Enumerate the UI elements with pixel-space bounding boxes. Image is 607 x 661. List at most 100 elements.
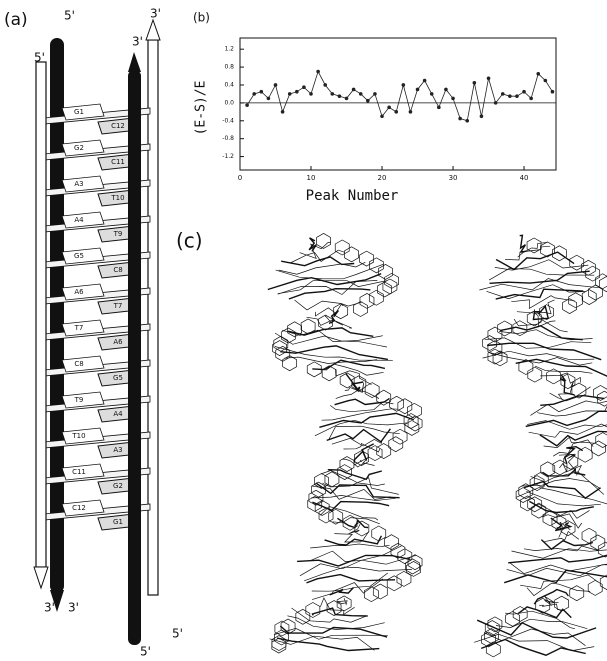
data-point <box>316 69 320 74</box>
bond <box>556 521 571 538</box>
bond <box>332 517 380 525</box>
bond <box>528 503 590 519</box>
bond <box>508 554 607 564</box>
ring <box>529 475 545 492</box>
base-left <box>61 391 105 409</box>
base-label: A6 <box>113 338 123 346</box>
bond <box>311 578 384 600</box>
ring <box>585 265 601 282</box>
ring <box>599 574 607 591</box>
bond <box>476 619 597 639</box>
base-left <box>61 319 105 337</box>
bond <box>325 363 384 376</box>
bond <box>494 259 589 271</box>
bond <box>320 470 385 486</box>
bond <box>290 249 346 264</box>
ring <box>326 600 342 616</box>
ring <box>597 541 607 558</box>
ring <box>388 436 404 453</box>
ring <box>581 289 597 305</box>
bond <box>315 303 344 317</box>
bond <box>525 410 607 428</box>
bond <box>529 500 594 514</box>
bond <box>312 485 391 500</box>
base-label: G1 <box>74 108 84 116</box>
data-point <box>323 83 328 87</box>
ring <box>406 561 421 577</box>
ring <box>359 250 374 267</box>
ring <box>351 375 367 392</box>
ring <box>569 585 585 602</box>
data-point <box>358 92 363 96</box>
ring <box>403 413 419 429</box>
strand-end-label: 5' <box>140 645 151 659</box>
bond <box>511 295 575 310</box>
x-tick-label: 20 <box>378 174 387 182</box>
ring <box>368 289 384 306</box>
base-label: C8 <box>113 266 122 274</box>
ring <box>571 382 587 399</box>
strand-arrow <box>33 566 49 590</box>
base-label: G2 <box>113 482 123 490</box>
data-point <box>273 83 278 87</box>
y-tick-label: 0.8 <box>224 64 234 71</box>
ring <box>305 602 321 618</box>
base-label: C11 <box>111 158 125 166</box>
base-left <box>61 247 105 265</box>
bond <box>327 469 382 481</box>
bond <box>505 610 576 630</box>
ring <box>407 402 422 419</box>
ring <box>295 608 311 625</box>
bond <box>499 325 583 341</box>
ring <box>274 620 290 637</box>
ring <box>389 395 404 412</box>
ring <box>542 510 558 527</box>
ring <box>540 461 556 478</box>
bond <box>523 545 599 552</box>
bond <box>557 381 574 401</box>
bond <box>479 278 599 291</box>
data-point <box>330 92 335 96</box>
ring <box>512 606 528 622</box>
bond <box>488 352 593 366</box>
base-left <box>61 211 105 229</box>
base-left <box>61 175 105 193</box>
bond <box>299 241 331 259</box>
ring <box>314 500 330 516</box>
ring <box>569 254 585 271</box>
y-tick-label: 0.4 <box>224 81 234 88</box>
ring <box>306 361 322 378</box>
bond <box>275 263 384 280</box>
bond <box>520 574 599 589</box>
data-point <box>465 118 470 123</box>
base-label: G2 <box>74 144 84 152</box>
data-line <box>246 70 553 122</box>
bond <box>515 358 607 377</box>
data-point <box>422 78 427 83</box>
bond <box>329 401 394 413</box>
ring <box>531 502 547 519</box>
ring <box>328 508 344 525</box>
bond <box>527 420 607 430</box>
ring <box>590 534 606 551</box>
ring <box>280 327 296 344</box>
ring <box>560 520 576 537</box>
base-label: T10 <box>110 194 124 202</box>
bond <box>276 637 380 652</box>
y-tick-label: -0.8 <box>222 135 234 142</box>
bond <box>311 495 396 501</box>
panel-label: (a) <box>4 10 28 30</box>
ring <box>562 298 577 314</box>
base-label: C11 <box>72 468 86 476</box>
ring <box>308 489 324 506</box>
ring <box>300 318 316 335</box>
bond <box>282 329 383 342</box>
bond <box>533 588 569 605</box>
base-left <box>61 463 105 481</box>
ring <box>371 525 387 542</box>
bond <box>517 241 548 258</box>
ring <box>324 471 340 488</box>
bond <box>311 607 368 617</box>
base-label: G1 <box>113 518 123 526</box>
bond <box>329 587 355 596</box>
